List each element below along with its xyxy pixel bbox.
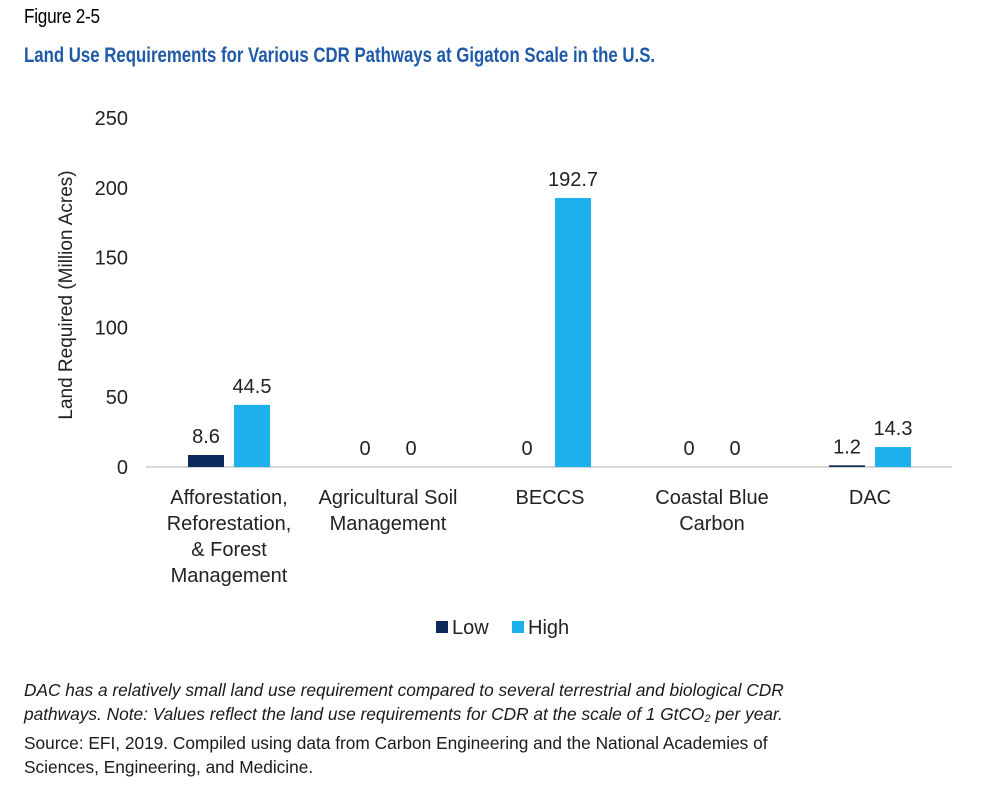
y-tick-label: 200 — [95, 178, 128, 200]
category-labels: Afforestation, Reforestation, & Forest Mana… — [167, 487, 891, 587]
y-tick-label: 100 — [95, 317, 128, 339]
legend-label-low: Low — [452, 617, 489, 639]
legend: Low High — [436, 617, 569, 639]
bar-high — [875, 447, 911, 467]
data-label-low: 1.2 — [833, 436, 861, 458]
bar-low — [829, 465, 865, 467]
category-label: Carbon — [679, 513, 745, 535]
category-label: Afforestation, — [170, 487, 287, 509]
category-label: Reforestation, — [167, 513, 292, 535]
category-label: BECCS — [516, 487, 585, 509]
y-axis: 0 50 100 150 200 250 — [95, 108, 128, 479]
caption: DAC has a relatively small land use requ… — [24, 678, 969, 779]
data-label-high: 44.5 — [233, 376, 272, 398]
data-label-low: 0 — [683, 438, 694, 460]
y-axis-title: Land Required (Million Acres) — [56, 170, 77, 419]
category-label: Agricultural Soil — [319, 487, 458, 509]
data-label-low: 0 — [359, 438, 370, 460]
bar-chart: 0 50 100 150 200 250 Land Required (Million A… — [56, 108, 952, 639]
caption-line-2-text: pathways. Note: Values reflect the land … — [24, 704, 705, 724]
figure-label: Figure 2-5 — [24, 6, 100, 28]
data-label-low: 8.6 — [192, 426, 220, 448]
bar-high — [234, 404, 270, 467]
y-tick-label: 50 — [106, 387, 128, 409]
bars — [188, 197, 911, 468]
y-tick-label: 150 — [95, 248, 128, 270]
category-label: Management — [330, 513, 447, 535]
data-label-low: 0 — [521, 438, 532, 460]
caption-line-3: Source: EFI, 2019. Compiled using data f… — [24, 733, 768, 753]
category-label: Coastal Blue — [655, 487, 768, 509]
data-label-high: 192.7 — [548, 169, 598, 191]
data-label-high: 0 — [405, 438, 416, 460]
data-label-high: 0 — [729, 438, 740, 460]
bar-high — [555, 197, 591, 468]
legend-swatch-high — [512, 621, 524, 633]
legend-label-high: High — [528, 617, 569, 639]
legend-swatch-low — [436, 621, 448, 633]
bar-low — [188, 454, 224, 467]
caption-line-1: DAC has a relatively small land use requ… — [24, 680, 784, 700]
caption-subscript: 2 — [704, 713, 711, 725]
y-tick-label: 250 — [95, 108, 128, 130]
y-tick-label: 0 — [117, 457, 128, 479]
figure-title: Land Use Requirements for Various CDR Pa… — [24, 44, 656, 67]
caption-line-4: Sciences, Engineering, and Medicine. — [24, 757, 314, 777]
category-label: DAC — [849, 487, 891, 509]
caption-line-2: pathways. Note: Values reflect the land … — [24, 702, 969, 731]
data-labels: 8.6 0 0 0 1.2 44.5 0 192.7 0 14.3 — [192, 169, 912, 460]
category-label: & Forest — [191, 539, 267, 561]
category-label: Management — [171, 565, 288, 587]
data-label-high: 14.3 — [874, 418, 913, 440]
caption-line-2-end: per year. — [710, 704, 783, 724]
